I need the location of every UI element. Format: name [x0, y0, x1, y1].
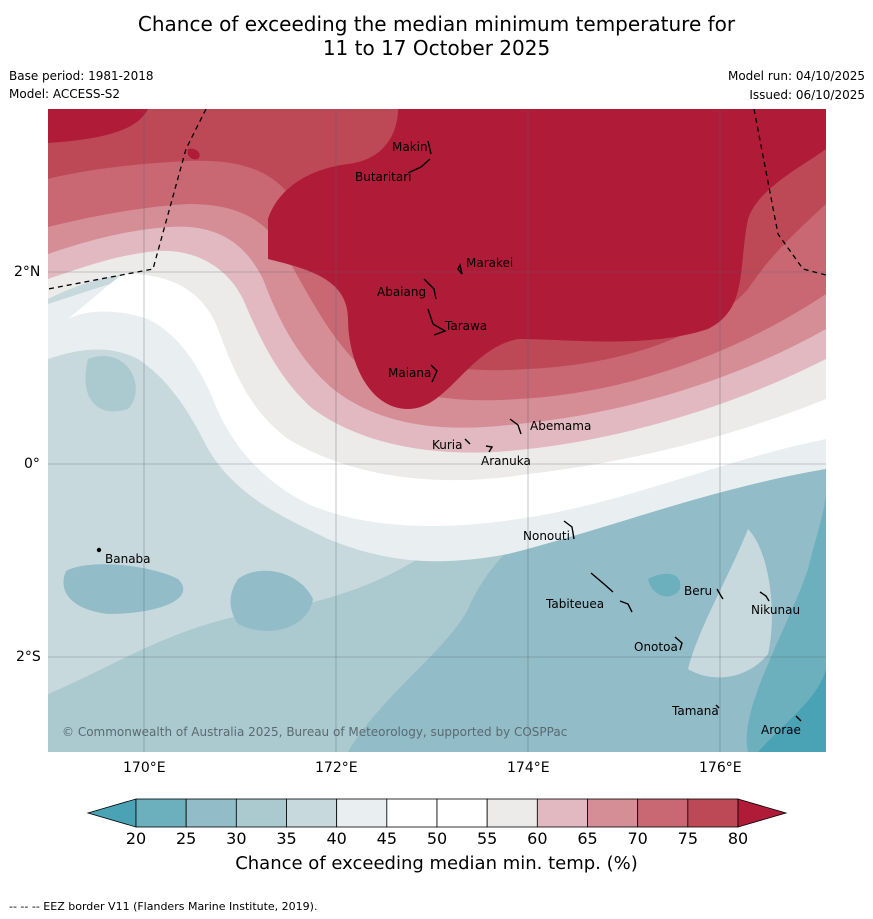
label-tabiteuea: Tabiteuea: [546, 597, 605, 611]
colorbar-tick-label: 40: [326, 829, 347, 848]
colorbar-cell: [536, 798, 588, 828]
colorbar-cell: [386, 798, 438, 828]
colorbar-tick-label: 30: [226, 829, 247, 848]
label-marakei: Marakei: [466, 256, 514, 270]
tabiteuea-north: [590, 572, 614, 593]
colorbar-cell: [235, 798, 287, 828]
colorbar-tick-label: 60: [527, 829, 548, 848]
colorbar: [86, 798, 788, 828]
banaba-island: [96, 547, 102, 553]
colorbar-cell: [286, 798, 338, 828]
tarawa-island: [427, 308, 447, 336]
lat-label-0: 0°: [24, 456, 40, 472]
contour-patch-central: [230, 570, 313, 631]
colorbar-cell: [135, 798, 187, 828]
colorbar-tick-label: 35: [276, 829, 297, 848]
tabiteuea-south: [619, 600, 633, 613]
maiana-island: [430, 364, 438, 383]
abaiang-island: [423, 278, 437, 300]
colorbar-cell: [587, 798, 639, 828]
colorbar-tick-label: 50: [426, 829, 448, 848]
colorbar-extend-high: [737, 798, 788, 828]
eez-border: [48, 109, 826, 290]
contour-patch-northwest-red: [48, 109, 148, 143]
abemama-island: [509, 418, 522, 435]
contour-fill-above-80: [268, 109, 826, 409]
label-beru: Beru: [684, 584, 713, 598]
colorbar-cell: [436, 798, 488, 828]
island-outlines: [96, 140, 802, 722]
aranuka-island: [485, 445, 494, 453]
label-tarawa: Tarawa: [445, 319, 488, 333]
map-title-line1: Chance of exceeding the median minimum t…: [137, 12, 736, 36]
colorbar-tick-label: 65: [577, 829, 598, 848]
label-kuria: Kuria: [432, 438, 463, 452]
label-nikunau: Nikunau: [751, 603, 801, 617]
contour-fill-45-55: [68, 265, 826, 526]
colorbar-tick-label: 20: [125, 829, 147, 848]
colorbar-cell: [185, 798, 237, 828]
contour-fill-20-25: [746, 489, 826, 752]
colorbar-cell: [637, 798, 689, 828]
lon-label-174e: 174°E: [507, 760, 550, 776]
colorbar-cell: [336, 798, 388, 828]
label-tamana: Tamana: [672, 704, 719, 718]
beru-island: [716, 588, 724, 600]
lon-label-170e: 170°E: [123, 760, 166, 776]
makin-island: [427, 140, 432, 155]
label-abemama: Abemama: [530, 419, 592, 433]
contour-patch-west: [63, 564, 184, 614]
label-aranuka: Aranuka: [481, 454, 531, 468]
probability-map: [48, 109, 826, 752]
graticule: [48, 109, 826, 752]
model-run: Model run: 04/10/2025: [727, 69, 865, 83]
label-maiana: Maiana: [388, 366, 432, 380]
label-arorae: Arorae: [761, 723, 801, 737]
contour-fill-below-20: [758, 669, 826, 752]
label-abaiang: Abaiang: [377, 285, 427, 299]
nikunau-island: [759, 591, 770, 602]
kuria-island: [464, 438, 471, 445]
contour-patch-tabiteuea: [648, 573, 681, 597]
colorbar-tick-label: 75: [677, 829, 698, 848]
lon-label-176e: 176°E: [699, 760, 742, 776]
arorae-island: [795, 715, 802, 722]
lat-label-2s: 2°S: [16, 649, 41, 665]
colorbar-tick-label: 80: [727, 829, 749, 848]
onotoa-island: [674, 636, 683, 651]
contour-patch-small-red: [187, 148, 200, 160]
colorbar-cell: [687, 798, 739, 828]
colorbar-tick-label: 45: [376, 829, 397, 848]
contour-patch-northwest: [85, 355, 136, 412]
copyright-notice: © Commonwealth of Australia 2025, Bureau…: [62, 725, 568, 739]
label-butaritari: Butaritari: [355, 170, 412, 184]
label-nonouti: Nonouti: [523, 529, 570, 543]
map-title-line2: 11 to 17 October 2025: [322, 36, 551, 60]
label-onotoa: Onotoa: [634, 640, 678, 654]
colorbar-tick-label: 70: [627, 829, 648, 848]
contour-patch-beru: [688, 529, 772, 678]
tamana-island: [715, 704, 720, 709]
colorbar-tick-label: 25: [175, 829, 197, 848]
eez-footnote: -- -- -- EEZ border V11 (Flanders Marine…: [9, 900, 318, 913]
colorbar-title: Chance of exceeding median min. temp. (%…: [235, 853, 638, 874]
issued-date: Issued: 06/10/2025: [749, 88, 865, 102]
lat-label-2n: 2°N: [14, 264, 41, 280]
base-period: Base period: 1981-2018: [9, 69, 154, 83]
label-banaba: Banaba: [105, 552, 151, 566]
label-makin: Makin: [392, 140, 428, 154]
lon-label-172e: 172°E: [315, 760, 358, 776]
marakei-island: [457, 262, 463, 275]
colorbar-extend-low: [86, 798, 137, 828]
colorbar-cell: [486, 798, 538, 828]
butaritari-island: [407, 158, 431, 174]
colorbar-tick-label: 55: [476, 829, 498, 848]
model-name: Model: ACCESS-S2: [9, 87, 121, 101]
nonouti-island: [563, 520, 575, 540]
